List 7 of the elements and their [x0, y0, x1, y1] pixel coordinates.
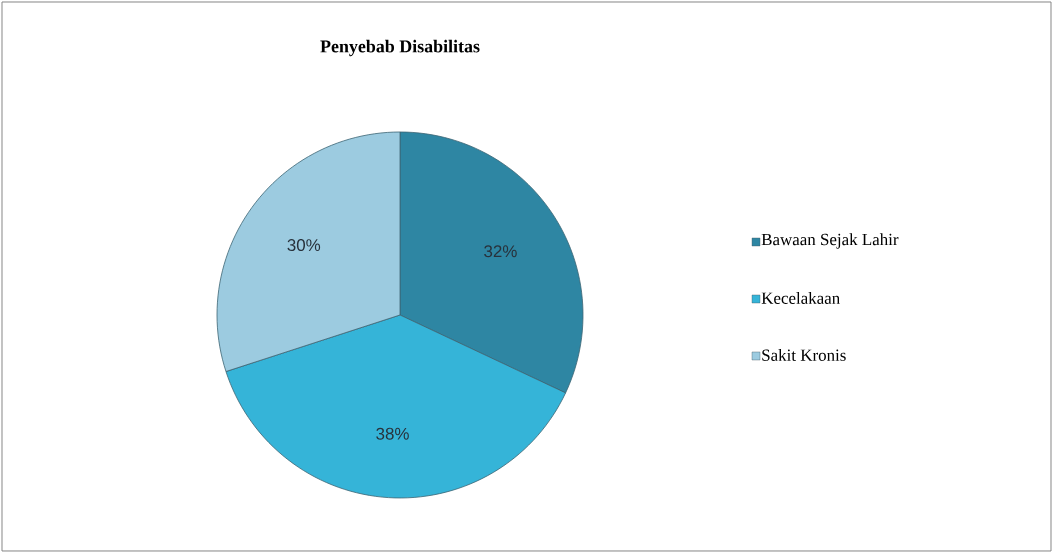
legend-label: Bawaan Sejak Lahir — [761, 233, 899, 249]
data-label: 32% — [484, 245, 517, 258]
legend-label: Sakit Kronis — [762, 349, 846, 361]
data-label: 30% — [287, 239, 321, 252]
chart-title: Penyebab Disabilitas — [320, 39, 480, 57]
legend-label: Kecelakaan — [761, 292, 840, 304]
data-label: 38% — [376, 427, 409, 440]
